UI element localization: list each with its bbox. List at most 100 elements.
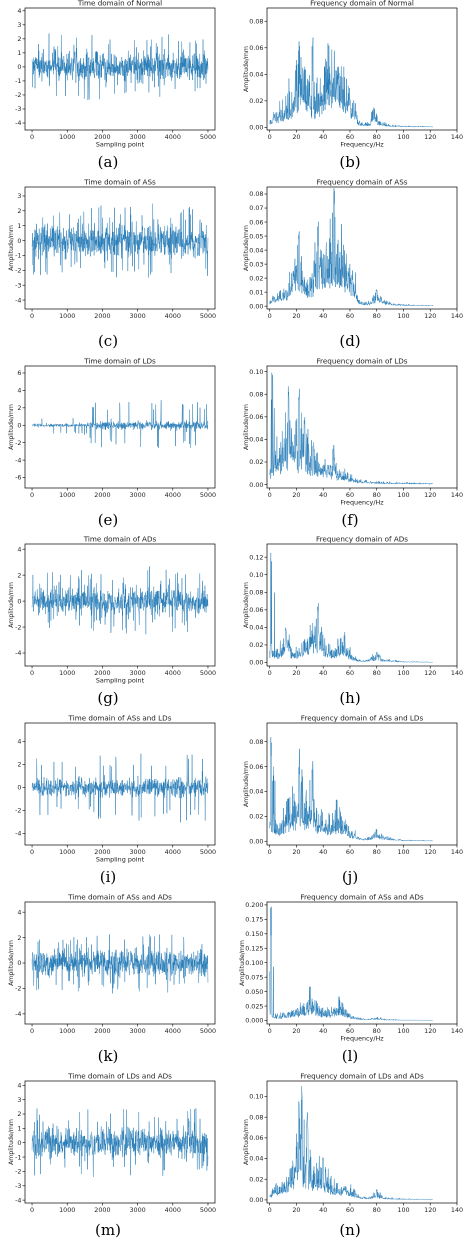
subfigure-caption: (n) [339, 1221, 360, 1239]
y-tick-label: 0.10 [249, 368, 263, 376]
y-axis-label: Amplitude/mm [243, 225, 250, 271]
y-tick-label: 0.08 [249, 588, 263, 596]
x-tick-label: 2000 [94, 312, 110, 320]
subfigure-caption: (k) [98, 1047, 119, 1065]
subfigure-caption: (f) [341, 511, 358, 529]
x-tick-label: 140 [451, 133, 463, 141]
y-tick-label: 0.08 [249, 190, 263, 198]
x-tick-label: 60 [346, 669, 354, 677]
y-tick-label: 0.06 [249, 1134, 263, 1142]
series-line [269, 37, 433, 128]
y-tick-label: 0.04 [249, 624, 263, 632]
y-tick-label: 4 [17, 1082, 21, 1090]
y-tick-label: -4 [15, 456, 21, 464]
x-tick-label: 1000 [59, 669, 75, 677]
y-axis-label: Amplitude/mm [8, 404, 15, 450]
x-tick-label: 20 [292, 133, 300, 141]
y-tick-label: 0.12 [249, 553, 263, 561]
y-tick-label: 0.08 [249, 1113, 263, 1121]
x-tick-label: 4000 [165, 1027, 181, 1035]
y-tick-label: -2 [15, 985, 21, 993]
x-axis-label: Frequency/Hz [340, 1035, 384, 1043]
x-tick-label: 60 [346, 133, 354, 141]
x-tick-label: 100 [397, 669, 409, 677]
y-tick-label: -6 [15, 474, 21, 482]
y-tick-label: 0.00 [249, 124, 263, 132]
x-tick-label: 1000 [59, 1027, 75, 1035]
chart-title: Time domain of Normal [77, 0, 162, 8]
x-tick-label: 60 [346, 1027, 354, 1035]
y-tick-label: 0.000 [245, 1017, 263, 1025]
x-tick-label: 120 [424, 1206, 436, 1214]
chart-title: Frequency domain of LDs [316, 357, 407, 366]
y-tick-label: 4 [17, 387, 21, 395]
x-tick-label: 120 [424, 1027, 436, 1035]
x-tick-label: 0 [30, 669, 34, 677]
chart-d: Frequency domain of ASs 0 20 40 60 80 100 120 14… [243, 178, 463, 351]
y-tick-label: 0.06 [249, 44, 263, 52]
y-tick-label: 0.07 [249, 204, 263, 212]
series-line [269, 372, 433, 485]
x-tick-label: 60 [346, 491, 354, 499]
subfigure-caption: (l) [342, 1047, 359, 1065]
series-line [269, 906, 433, 1021]
axes-frame [24, 7, 216, 131]
chart-title: Frequency domain of LDs and ADs [300, 1072, 424, 1081]
axes-frame [266, 1080, 458, 1204]
x-tick-label: 40 [319, 491, 327, 499]
x-tick-label: 5000 [200, 312, 216, 320]
x-tick-label: 4000 [165, 133, 181, 141]
y-tick-label: -4 [15, 119, 21, 127]
y-tick-label: 1 [17, 49, 21, 57]
axes-frame [266, 7, 458, 131]
subfigure-caption: (g) [97, 689, 118, 707]
chart-title: Time domain of LDs and ADs [67, 1072, 172, 1081]
x-tick-label: 40 [319, 1206, 327, 1214]
y-tick-label: 0.200 [245, 901, 263, 909]
chart-title: Time domain of LDs [83, 357, 156, 366]
y-tick-label: 0.00 [249, 659, 263, 667]
x-tick-label: 3000 [129, 669, 145, 677]
y-tick-label: 2 [17, 207, 21, 215]
x-tick-label: 4000 [165, 669, 181, 677]
chart-title: Time domain of ADs [83, 535, 157, 544]
chart-m: Time domain of LDs and ADs 0 1000 2000 3000 4… [8, 1072, 216, 1240]
x-tick-label: 80 [373, 491, 381, 499]
y-tick-label: 0.10 [249, 1093, 263, 1101]
y-axis-label: Amplitude/mm [8, 940, 15, 986]
x-tick-label: 60 [346, 312, 354, 320]
y-axis-label: Amplitude/mm [243, 46, 250, 92]
y-tick-label: 0.08 [249, 738, 263, 746]
y-tick-label: 0.04 [249, 246, 263, 254]
y-tick-label: 0.06 [249, 606, 263, 614]
x-tick-label: 140 [451, 491, 463, 499]
x-tick-label: 20 [292, 669, 300, 677]
x-tick-label: 1000 [59, 1206, 75, 1214]
x-tick-label: 120 [424, 133, 436, 141]
x-tick-label: 20 [292, 848, 300, 856]
y-tick-label: 1 [17, 222, 21, 230]
y-tick-label: 0.05 [249, 232, 263, 240]
x-tick-label: 60 [346, 1206, 354, 1214]
x-tick-label: 5000 [200, 1027, 216, 1035]
x-tick-label: 1000 [59, 312, 75, 320]
y-tick-label: 0.02 [249, 813, 263, 821]
chart-title: Time domain of ASs and LDs [68, 714, 172, 723]
chart-l: Frequency domain of ASs and ADs 0 20 40 60 80… [239, 893, 463, 1066]
x-tick-label: 1000 [59, 133, 75, 141]
y-tick-label: 4 [17, 545, 21, 553]
x-tick-label: 5000 [200, 1206, 216, 1214]
y-tick-label: 2 [17, 571, 21, 579]
x-tick-label: 3000 [129, 848, 145, 856]
x-tick-label: 100 [397, 1027, 409, 1035]
x-tick-label: 0 [30, 312, 34, 320]
y-tick-label: 0.075 [245, 973, 263, 981]
x-tick-label: 80 [373, 1206, 381, 1214]
y-tick-label: 2 [17, 934, 21, 942]
y-axis-label: Amplitude/mm [8, 582, 15, 628]
x-tick-label: 4000 [165, 1206, 181, 1214]
x-tick-label: 2000 [94, 491, 110, 499]
y-tick-label: 0 [17, 237, 21, 245]
x-tick-label: 100 [397, 1206, 409, 1214]
y-tick-label: 0.04 [249, 436, 263, 444]
